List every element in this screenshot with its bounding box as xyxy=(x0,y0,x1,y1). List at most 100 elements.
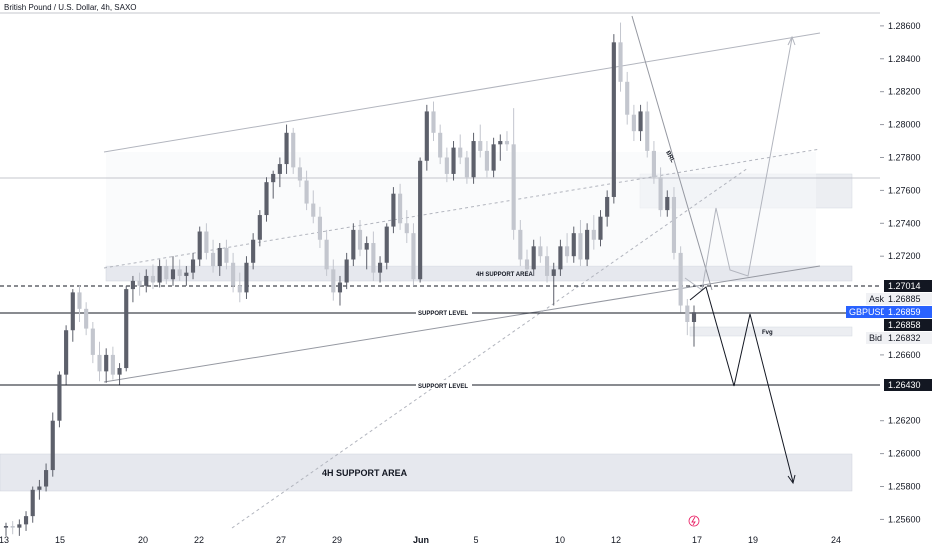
candle xyxy=(618,42,623,82)
candle xyxy=(117,368,122,375)
candle xyxy=(344,259,349,283)
channel-mid-line xyxy=(103,148,821,269)
candle xyxy=(50,420,55,471)
candle xyxy=(418,160,423,280)
candle xyxy=(391,193,396,227)
candle xyxy=(150,275,156,283)
bid-label-bg xyxy=(866,332,884,344)
candle xyxy=(565,246,570,257)
time-tick-label: 22 xyxy=(194,535,204,545)
candle xyxy=(137,280,142,286)
candle xyxy=(638,111,643,132)
time-axis[interactable]: 13 15 20 22 27 29 Jun 5 10 12 17 19 24 xyxy=(0,535,841,545)
ask-tag: 1.26885 xyxy=(888,294,921,304)
fvg-zone xyxy=(689,326,853,337)
time-tick-label: 15 xyxy=(55,535,65,545)
price-axis[interactable]: 1.28600 1.28400 1.28200 1.28000 1.27800 1.276… xyxy=(880,21,921,525)
candle xyxy=(37,486,42,490)
candle xyxy=(511,144,516,230)
symbol-label-bg xyxy=(846,306,884,318)
candle xyxy=(44,470,49,487)
candle xyxy=(671,196,677,253)
candles-group xyxy=(3,22,697,536)
candle xyxy=(110,354,115,375)
candle xyxy=(658,177,663,211)
candle xyxy=(458,147,463,158)
support-level-label-bg-1 xyxy=(416,308,472,317)
candle xyxy=(224,247,229,263)
bid-label: Bid xyxy=(869,333,882,343)
current-tag: 1.26858 xyxy=(888,320,921,330)
ask-label: Ask xyxy=(869,294,885,304)
time-tick-label: 10 xyxy=(555,535,565,545)
ask-tag-bg xyxy=(884,293,932,305)
price-tick-label: 1.25800 xyxy=(888,482,921,492)
candle xyxy=(277,164,282,174)
lightning-icon[interactable] xyxy=(688,515,700,527)
price-tick-label: 1.27600 xyxy=(888,185,921,195)
candle xyxy=(210,252,216,267)
projection-arrow-up xyxy=(787,35,796,46)
time-tick-label: 5 xyxy=(473,535,478,545)
time-tick-label: 29 xyxy=(332,535,342,545)
time-tick-label: 24 xyxy=(831,535,841,545)
support-level-label-bg-2 xyxy=(416,380,472,389)
resistance-tag: 1.27014 xyxy=(888,281,921,291)
candle xyxy=(237,285,242,293)
candle xyxy=(23,516,29,525)
candle xyxy=(585,229,590,260)
candle xyxy=(90,328,95,355)
candle xyxy=(464,157,469,178)
candle xyxy=(364,243,369,250)
candle xyxy=(10,526,15,528)
projection-path-up xyxy=(684,37,793,291)
price-tick-label: 1.28400 xyxy=(888,54,921,64)
price-tick-label: 1.26000 xyxy=(888,449,921,459)
price-tick-label: 1.28600 xyxy=(888,21,921,31)
ask-label-bg xyxy=(866,293,884,305)
candle xyxy=(558,246,563,270)
candle xyxy=(384,226,389,263)
candle xyxy=(605,196,610,217)
support-tag: 1.26430 xyxy=(888,380,921,390)
candle xyxy=(144,275,149,286)
candle xyxy=(304,180,309,204)
time-tick-label: 17 xyxy=(692,535,702,545)
candle xyxy=(438,132,443,158)
candle xyxy=(504,141,510,145)
candle xyxy=(424,111,429,161)
channel-lower-line xyxy=(103,265,821,383)
descending-trendline xyxy=(631,15,713,291)
channel-upper-line xyxy=(103,32,821,153)
candle xyxy=(204,231,209,253)
price-tick-label: 1.27800 xyxy=(888,152,921,162)
candle xyxy=(297,167,302,181)
bos-label: BRL xyxy=(664,150,675,164)
lower-4h-support-zone xyxy=(0,453,853,492)
price-tick-label: 1.28200 xyxy=(888,87,921,97)
price-tick-label: 1.25600 xyxy=(888,514,921,524)
candle xyxy=(337,282,343,293)
resistance-tag-bg xyxy=(884,280,932,292)
candle xyxy=(291,132,296,168)
time-tick-label: 12 xyxy=(611,535,621,545)
candle xyxy=(357,229,363,250)
projection-arrow-down xyxy=(787,474,796,485)
candle xyxy=(231,262,236,286)
projection-path-down xyxy=(689,286,794,483)
time-tick-label: 27 xyxy=(276,535,286,545)
price-axis-bg xyxy=(880,0,932,550)
candle xyxy=(571,233,576,257)
candle xyxy=(17,524,22,528)
rising-dotted-trendline xyxy=(231,167,749,529)
upper-support-area-label: 4H SUPPORT AREA xyxy=(476,272,533,278)
price-tick-label: 1.27200 xyxy=(888,251,921,261)
candle xyxy=(377,262,383,273)
candle xyxy=(398,193,403,224)
candle xyxy=(3,526,9,528)
candle xyxy=(64,330,69,375)
current-tag-bg xyxy=(884,319,932,331)
candle xyxy=(257,215,262,240)
candle xyxy=(190,259,196,273)
